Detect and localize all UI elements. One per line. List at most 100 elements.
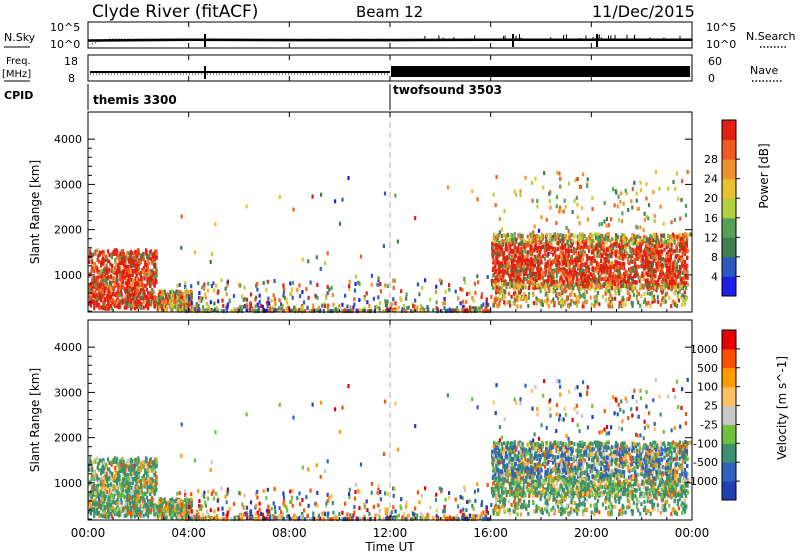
data-cell [283, 295, 286, 300]
data-cell [142, 286, 145, 291]
data-cell [553, 232, 556, 237]
data-cell [265, 308, 268, 313]
data-cell [512, 241, 515, 246]
data-cell [448, 287, 451, 292]
data-cell [123, 269, 126, 274]
data-cell [472, 306, 475, 311]
data-cell [139, 289, 142, 294]
data-cell [148, 458, 152, 463]
data-cell [554, 248, 557, 253]
data-cell [185, 298, 188, 303]
data-cell [498, 217, 501, 222]
data-cell [631, 240, 634, 245]
data-cell [508, 281, 512, 286]
data-cell [358, 281, 361, 286]
data-cell [491, 241, 494, 246]
data-cell [677, 259, 680, 264]
data-cell [92, 294, 95, 299]
data-cell [619, 245, 622, 250]
data-cell [191, 308, 194, 313]
data-cell [588, 255, 591, 260]
data-cell [133, 489, 136, 494]
data-cell [534, 242, 537, 247]
data-cell [576, 215, 579, 220]
data-cell [144, 262, 147, 267]
data-cell [544, 299, 547, 304]
data-cell [151, 486, 154, 491]
data-cell [582, 236, 585, 241]
data-cell [94, 289, 97, 294]
data-cell [405, 292, 408, 297]
data-cell [640, 294, 643, 299]
data-cell [207, 304, 210, 309]
data-cell [136, 280, 139, 284]
data-cell [631, 267, 635, 272]
data-cell [171, 308, 174, 313]
data-cell [510, 294, 513, 299]
data-cell [534, 239, 538, 244]
data-cell [537, 266, 540, 271]
data-cell [623, 282, 626, 287]
data-cell [443, 300, 446, 305]
data-cell [256, 302, 259, 307]
data-cell [608, 279, 611, 284]
data-cell [116, 290, 119, 295]
data-cell [653, 219, 656, 223]
data-cell [529, 256, 533, 261]
data-cell [130, 259, 133, 264]
data-cell [137, 252, 140, 257]
data-cell [146, 301, 149, 306]
data-cell [563, 198, 566, 203]
data-cell [560, 272, 563, 276]
data-cell [152, 481, 155, 486]
data-cell [149, 302, 152, 307]
data-cell [524, 285, 527, 290]
data-cell [615, 274, 618, 279]
data-cell [290, 291, 293, 296]
data-cell [536, 199, 539, 203]
data-cell [549, 263, 552, 268]
data-cell [634, 237, 638, 242]
data-cell [614, 282, 617, 286]
data-cell [651, 243, 654, 248]
data-cell [91, 260, 94, 265]
data-cell [468, 305, 471, 310]
data-cell [146, 485, 149, 490]
data-cell [131, 463, 134, 468]
data-cell [514, 272, 517, 277]
data-cell [100, 502, 103, 507]
data-cell [676, 274, 679, 279]
data-cell [492, 282, 495, 287]
data-cell [103, 291, 106, 296]
data-cell [498, 263, 501, 268]
data-cell [579, 241, 582, 246]
data-cell [596, 232, 599, 237]
data-cell [618, 272, 621, 277]
data-cell [555, 195, 559, 200]
data-cell [148, 253, 151, 258]
data-cell [519, 297, 522, 302]
data-cell [333, 308, 336, 313]
data-cell [578, 221, 581, 226]
data-cell [221, 298, 224, 303]
data-cell [119, 274, 122, 279]
data-cell [552, 285, 555, 290]
data-cell [606, 248, 609, 253]
data-cell [676, 234, 679, 239]
data-cell [615, 249, 618, 254]
data-cell [302, 300, 306, 305]
data-cell [538, 273, 541, 278]
data-cell [556, 263, 559, 268]
data-cell [348, 287, 351, 292]
data-cell [109, 262, 112, 267]
data-cell [145, 263, 148, 268]
data-cell [686, 282, 689, 287]
data-cell [171, 289, 174, 294]
data-cell [562, 302, 565, 307]
data-cell [109, 499, 113, 504]
data-cell [125, 293, 128, 298]
data-cell [253, 309, 256, 314]
data-cell [349, 309, 352, 314]
data-cell [216, 290, 219, 295]
data-cell [142, 508, 145, 513]
